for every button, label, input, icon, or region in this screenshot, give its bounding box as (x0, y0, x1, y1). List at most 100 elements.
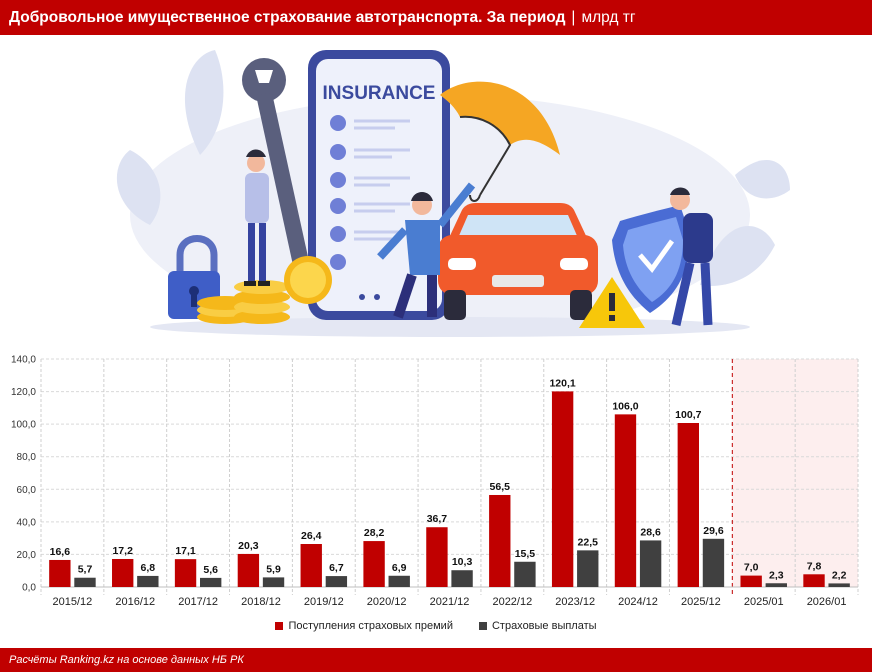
source-footer: Расчёты Ranking.kz на основе данных НБ Р… (0, 648, 872, 672)
bar-payouts (702, 538, 725, 587)
bar-payouts (451, 570, 473, 587)
bar-payouts (828, 583, 850, 587)
leaf-icon (735, 159, 790, 199)
man-with-phone-icon (244, 149, 270, 286)
x-tick-label: 2022/12 (492, 596, 532, 608)
leaf-icon (700, 225, 775, 286)
leaf-icon (184, 50, 224, 155)
man-with-shield-icon (670, 187, 713, 326)
bar-premiums (363, 541, 385, 587)
data-label-premiums: 100,7 (675, 409, 701, 421)
highlight-region (732, 359, 858, 587)
data-label-premiums: 120,1 (549, 377, 575, 389)
bar-payouts (137, 575, 159, 587)
title-separator: | (571, 8, 576, 26)
bar-premiums (489, 494, 511, 587)
bar-payouts (74, 577, 96, 587)
y-tick-label: 40,0 (17, 517, 37, 528)
data-label-premiums: 106,0 (612, 400, 638, 412)
bar-payouts (325, 576, 348, 587)
chart-legend: Поступления страховых премий Страховые в… (0, 620, 872, 632)
data-label-payouts: 10,3 (452, 556, 473, 568)
x-tick-label: 2025/01 (744, 596, 784, 608)
bar-premiums (614, 414, 637, 587)
data-label-premiums: 7,0 (744, 562, 759, 574)
data-label-payouts: 15,5 (515, 548, 536, 560)
legend-item-payouts: Страховые выплаты (478, 620, 597, 632)
bar-payouts (639, 540, 662, 587)
y-tick-label: 20,0 (17, 550, 37, 561)
x-tick-label: 2024/12 (618, 596, 658, 608)
data-label-premiums: 56,5 (490, 481, 511, 493)
legend-label-payouts: Страховые выплаты (491, 620, 597, 632)
data-label-premiums: 17,1 (175, 545, 196, 557)
legend-item-premiums: Поступления страховых премий (275, 620, 453, 632)
data-label-premiums: 17,2 (112, 545, 133, 557)
data-label-payouts: 2,3 (769, 569, 784, 581)
data-label-payouts: 2,2 (832, 569, 847, 581)
wrench-icon (242, 58, 312, 279)
chart-header: Добровольное имущественное страхование а… (0, 0, 872, 35)
bar-payouts (262, 577, 285, 587)
y-tick-label: 140,0 (11, 355, 36, 366)
insurance-label: INSURANCE (323, 83, 436, 104)
bar-payouts (514, 561, 536, 587)
y-tick-label: 60,0 (17, 485, 37, 496)
bar-premiums (49, 559, 71, 587)
bar-premiums (426, 527, 448, 587)
data-label-payouts: 5,9 (266, 563, 281, 575)
shield-icon (612, 205, 690, 313)
bar-chart: 0,0 20,0 40,0 60,0 80,0 100,0 120,0 140,0 16,6 5,… (11, 355, 859, 608)
data-label-payouts: 28,6 (640, 526, 661, 538)
data-label-premiums: 16,6 (50, 546, 71, 558)
y-tick-label: 80,0 (17, 452, 37, 463)
y-tick-label: 0,0 (22, 583, 36, 594)
x-tick-label: 2025/12 (681, 596, 721, 608)
data-label-payouts: 5,7 (78, 564, 93, 576)
leaf-icon (116, 150, 161, 225)
data-label-payouts: 6,7 (329, 562, 344, 574)
bar-payouts (577, 550, 599, 587)
data-label-premiums: 26,4 (301, 530, 322, 542)
x-tick-label: 2016/12 (115, 596, 155, 608)
source-text: Расчёты Ranking.kz на основе данных НБ Р… (9, 654, 244, 666)
data-label-payouts: 5,6 (203, 564, 218, 576)
data-label-premiums: 36,7 (427, 513, 448, 525)
legend-label-premiums: Поступления страховых премий (288, 620, 453, 632)
warning-sign-icon (579, 277, 645, 328)
unit-label: млрд тг (581, 8, 636, 26)
x-tick-label: 2018/12 (241, 596, 281, 608)
bar-payouts (388, 575, 410, 587)
data-label-payouts: 29,6 (703, 525, 724, 537)
data-label-payouts: 6,8 (141, 562, 156, 574)
x-tick-label: 2019/12 (304, 596, 344, 608)
man-with-umbrella-icon (377, 182, 476, 319)
legend-swatch-premiums (275, 622, 284, 630)
x-tick-label: 2017/12 (178, 596, 218, 608)
insurance-illustration: INSURANCE (116, 50, 790, 337)
bar-premiums (803, 574, 825, 587)
y-tick-label: 120,0 (11, 387, 36, 398)
bar-premiums (237, 553, 260, 587)
data-label-payouts: 22,5 (578, 536, 599, 548)
x-tick-label: 2023/12 (555, 596, 595, 608)
bar-premiums (300, 544, 322, 587)
x-tick-label: 2020/12 (367, 596, 407, 608)
data-label-premiums: 7,8 (807, 560, 822, 572)
bar-payouts (200, 577, 222, 587)
data-label-premiums: 28,2 (364, 527, 385, 539)
data-label-premiums: 20,3 (238, 540, 259, 552)
y-tick-label: 100,0 (11, 420, 36, 431)
x-tick-label: 2021/12 (430, 596, 470, 608)
x-tick-label: 2026/01 (807, 596, 847, 608)
data-label-payouts: 6,9 (392, 562, 407, 574)
bar-premiums (112, 558, 134, 587)
x-tick-label: 2015/12 (53, 596, 93, 608)
bar-premiums (740, 575, 762, 587)
bar-premiums (677, 423, 699, 587)
umbrella-icon (440, 81, 560, 202)
chart-title: Добровольное имущественное страхование а… (9, 8, 566, 26)
bar-payouts (765, 583, 787, 587)
bar-premiums (174, 559, 197, 587)
car-icon (438, 203, 598, 320)
